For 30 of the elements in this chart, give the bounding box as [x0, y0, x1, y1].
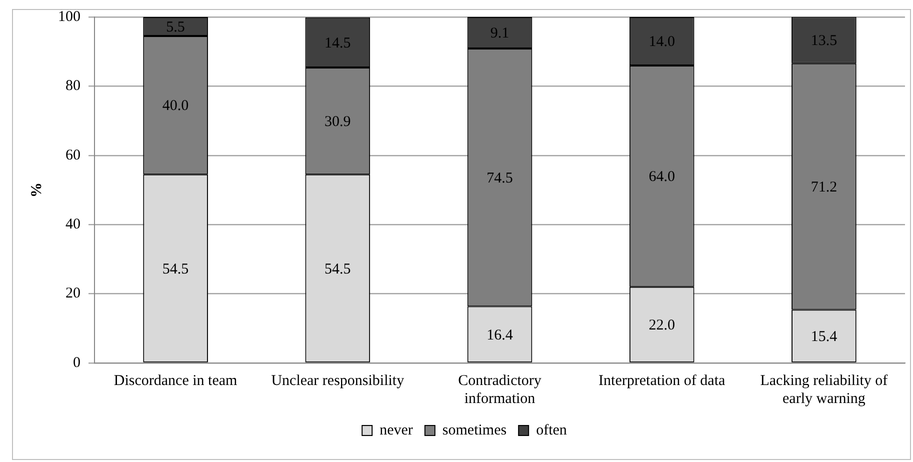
text: 9.1: [490, 26, 510, 42]
text: 15.4: [810, 328, 838, 345]
text: 64.0: [648, 169, 675, 186]
text: 40.0: [162, 98, 189, 114]
y-tick-label: 40: [66, 216, 80, 233]
text: 16.4: [486, 327, 513, 344]
x-tick-label: Discordance in team: [114, 372, 238, 389]
y-tick-label: 0: [73, 354, 80, 371]
legend-label: sometimes: [442, 422, 507, 438]
text: 14.5: [324, 35, 351, 52]
x-tick-label: Interpretation of data: [598, 372, 726, 389]
text: 30.9: [324, 114, 351, 130]
text: 22.0: [648, 318, 675, 334]
text: 54.5: [324, 261, 351, 278]
y-tick-label: 20: [66, 286, 80, 302]
y-tick-label: 80: [66, 78, 80, 94]
text: 5.5: [166, 19, 185, 36]
y-axis-title: %: [28, 182, 45, 198]
text: 14.0: [648, 34, 675, 50]
text: 13.5: [810, 32, 838, 49]
x-tick-label: Contradictory information: [458, 372, 542, 407]
text: 54.5: [162, 261, 189, 278]
legend-label: never: [380, 422, 413, 438]
y-tick-label: 60: [66, 147, 80, 164]
x-tick-label: Unclear responsibility: [271, 372, 405, 389]
text: 71.2: [810, 179, 838, 196]
legend-label: often: [536, 422, 568, 438]
x-tick-label: Lacking reliability of early warning: [760, 372, 888, 407]
text: 74.5: [486, 170, 513, 186]
y-tick-label: 100: [58, 8, 80, 25]
